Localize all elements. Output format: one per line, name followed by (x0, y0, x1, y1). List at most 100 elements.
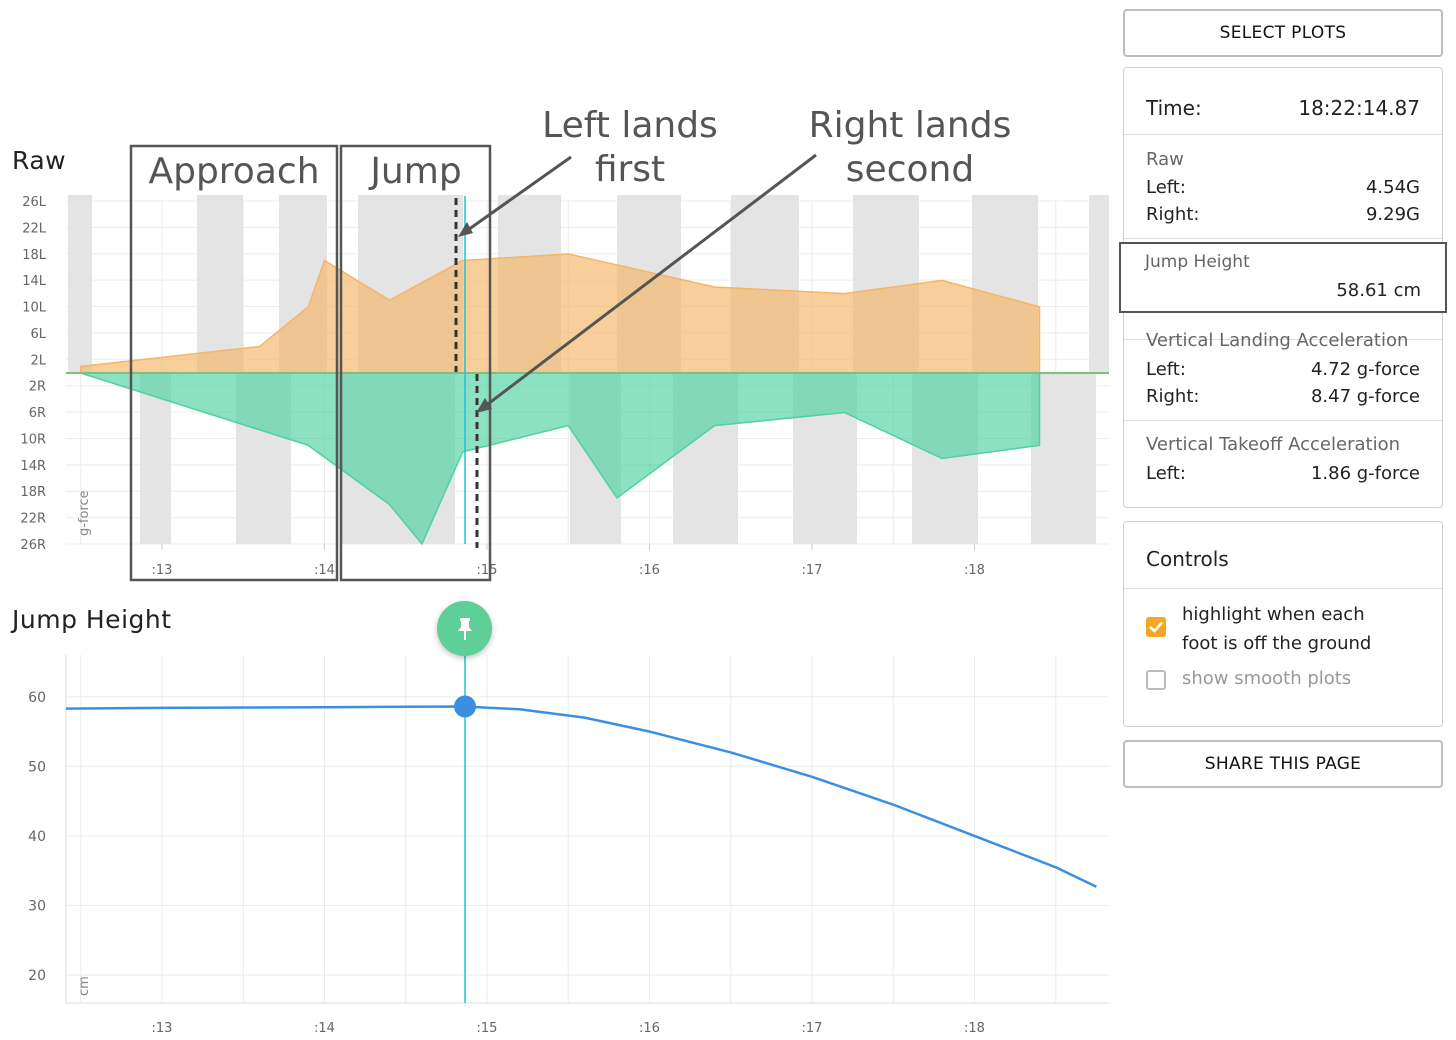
raw-chart[interactable]: 26L 22L 18L 14L 10L 6L 2L 2R 6R 10R 14R 18R 22R 26R g-… (20, 195, 1109, 578)
vta-left-label: Left: (1146, 463, 1186, 484)
vla-right-value: 8.47 g-force (1310, 386, 1420, 407)
raw-left-row: Left: 4.54G (1146, 177, 1420, 198)
raw-y-tick: 26R (20, 538, 46, 553)
checkmark-icon (1149, 621, 1163, 633)
pin-icon (457, 617, 472, 640)
right-lands-arrow (483, 153, 817, 409)
right-airborne-shade (140, 373, 171, 544)
jump-height-chart[interactable]: 60 50 40 30 20 cm :13 :14 :15 :16 :17 :18 (28, 640, 1109, 1036)
raw-y-tick: 6L (30, 327, 46, 342)
approach-box (129, 144, 339, 582)
jump-y-tick: 40 (28, 829, 46, 845)
jump-chart-title: Jump Height (12, 605, 172, 634)
jump-label: Jump (368, 151, 461, 192)
jump-y-tick: 60 (28, 690, 46, 706)
vla-section-title: Vertical Landing Acceleration (1146, 330, 1420, 351)
raw-y-tick: 22L (22, 221, 47, 236)
left-lands-arrow (464, 155, 572, 234)
jump-x-tick: :14 (314, 1021, 335, 1036)
charts-canvas: 26L 22L 18L 14L 10L 6L 2L 2R 6R 10R 14R 18R 22R 26R g-… (20, 105, 1109, 1036)
highlight-label-line1: highlight when each (1182, 604, 1365, 625)
time-value: 18:22:14.87 (1298, 96, 1420, 120)
vta-left-row: Left: 1.86 g-force (1146, 463, 1420, 484)
vla-right-row: Right: 8.47 g-force (1146, 386, 1420, 407)
vla-right-label: Right: (1146, 386, 1200, 407)
highlight-label[interactable]: highlight when each foot is off the grou… (1182, 600, 1371, 658)
jump-height-marker (454, 695, 476, 718)
right-airborne-shade (1031, 373, 1096, 544)
raw-right-value: 9.29G (1365, 204, 1420, 225)
annotations: Approach Jump Left lands first Right lan… (129, 105, 1012, 582)
vla-left-row: Left: 4.72 g-force (1146, 359, 1420, 380)
select-plots-button[interactable]: SELECT PLOTS (1123, 9, 1443, 57)
raw-left-label: Left: (1146, 177, 1186, 198)
jump-height-readout-value: 58.61 cm (1336, 280, 1421, 301)
raw-x-tick: :14 (314, 563, 335, 578)
raw-y-tick: 18L (22, 248, 47, 263)
raw-x-tick: :13 (152, 563, 173, 578)
raw-y-tick: 10L (22, 301, 47, 316)
raw-x-tick: :15 (477, 563, 498, 578)
pin-button[interactable] (437, 601, 492, 656)
left-lands-arrowhead (458, 222, 473, 237)
left-airborne-shade (1089, 195, 1109, 373)
raw-x-tick: :16 (639, 563, 660, 578)
jump-y-label: cm (77, 976, 92, 996)
jump-height-line (65, 705, 1097, 888)
right-foot-area (80, 372, 1041, 546)
raw-x-tick: :17 (802, 563, 823, 578)
raw-y-tick: 18R (20, 485, 46, 500)
raw-chart-title: Raw (12, 146, 67, 175)
jump-y-tick: 30 (28, 899, 46, 915)
approach-label: Approach (148, 151, 319, 192)
raw-left-value: 4.54G (1365, 177, 1420, 198)
raw-section-title: Raw (1146, 149, 1420, 170)
vla-left-label: Left: (1146, 359, 1186, 380)
vla-left-value: 4.72 g-force (1310, 359, 1420, 380)
raw-y-tick: 2R (29, 380, 46, 395)
jump-height-readout-title: Jump Height (1145, 252, 1250, 272)
raw-y-tick: 2L (30, 353, 46, 368)
raw-y-tick: 22R (20, 512, 46, 527)
time-label: Time: (1146, 96, 1202, 120)
jump-x-tick: :18 (964, 1021, 985, 1036)
raw-section-label: Raw (1146, 149, 1184, 170)
jump-y-tick: 20 (28, 968, 46, 984)
raw-x-tick: :18 (964, 563, 985, 578)
vla-title: Vertical Landing Acceleration (1146, 330, 1409, 351)
left-foot-area (80, 253, 1041, 374)
raw-y-tick: 14L (22, 274, 47, 289)
share-page-button[interactable]: SHARE THIS PAGE (1123, 740, 1443, 788)
left-airborne-shade (197, 195, 243, 373)
jump-x-tick: :15 (477, 1021, 498, 1036)
jump-x-tick: :16 (639, 1021, 660, 1036)
raw-y-tick: 6R (29, 406, 46, 421)
jump-x-tick: :17 (802, 1021, 823, 1036)
jump-y-tick: 50 (28, 759, 46, 775)
vta-section-title: Vertical Takeoff Acceleration (1146, 434, 1420, 455)
vta-title: Vertical Takeoff Acceleration (1146, 434, 1400, 455)
left-airborne-shade (68, 195, 92, 373)
left-lands-label-1: Left lands (542, 105, 718, 146)
vta-left-value: 1.86 g-force (1310, 463, 1420, 484)
raw-right-label: Right: (1146, 204, 1200, 225)
highlight-checkbox[interactable] (1146, 617, 1166, 637)
highlight-label-line2: foot is off the ground (1182, 633, 1372, 654)
smooth-plots-label[interactable]: show smooth plots (1182, 668, 1352, 689)
right-lands-label-1: Right lands (809, 105, 1012, 146)
jump-x-tick: :13 (152, 1021, 173, 1036)
raw-y-tick: 10R (20, 432, 46, 447)
controls-title: Controls (1146, 547, 1229, 571)
time-row: Time: 18:22:14.87 (1146, 96, 1420, 120)
jump-box (339, 144, 492, 582)
controls-panel: Controls highlight when each foot is off… (1123, 521, 1443, 727)
smooth-plots-checkbox[interactable] (1146, 670, 1166, 690)
left-lands-label-2: first (595, 149, 665, 190)
raw-y-label: g-force (77, 490, 92, 536)
raw-y-tick: 26L (22, 195, 47, 210)
jump-height-readout: Jump Height 58.61 cm (1119, 242, 1447, 313)
raw-y-tick: 14R (20, 459, 46, 474)
right-lands-label-2: second (846, 149, 974, 190)
raw-right-row: Right: 9.29G (1146, 204, 1420, 225)
right-lands-arrowhead (476, 398, 492, 413)
